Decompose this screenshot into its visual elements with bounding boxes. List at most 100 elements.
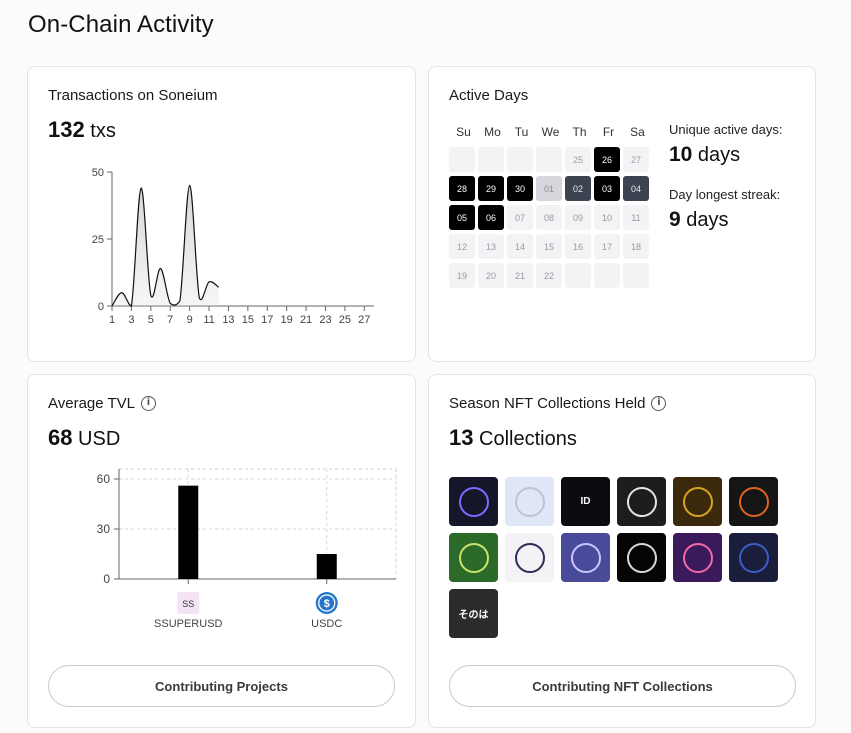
nft-sonova-icon[interactable]: そのは [449,589,498,638]
calendar-day: 27 [623,147,649,172]
contributing-nft-collections-button[interactable]: Contributing NFT Collections [449,665,796,707]
x-tick-label: 19 [281,314,293,326]
x-tick-label: 27 [358,314,370,326]
nft-keydisc-icon[interactable] [617,477,666,526]
page-title: On-Chain Activity [28,11,214,38]
nft-lion-icon[interactable] [673,477,722,526]
calendar-day: 04 [623,176,649,201]
average-tvl-title: Average TVL [48,395,136,412]
calendar-day: 17 [594,234,620,259]
calendar-day: 16 [565,234,591,259]
calendar-day: 29 [478,176,504,201]
weekday-label: Th [572,125,587,139]
tvl-total: 68 USD [48,425,120,451]
token-badge-label: SS [182,599,194,609]
calendar-day: 05 [449,205,475,230]
y-tick-label: 30 [97,522,111,536]
x-tick-label: 15 [242,314,254,326]
active-days-card: Active Days Su Mo Tu We Th Fr Sa 25 26 27 28 29 30 0… [428,66,816,362]
calendar-grid: 25 26 27 28 29 30 01 02 03 04 05 06 07 08 09 10 11 12 13 14… [449,147,652,288]
nft-count: 13 [449,425,474,450]
nft-vinyl-icon[interactable] [729,477,778,526]
calendar-day [565,263,591,288]
card-title: Average TVL i [48,395,157,412]
bar [178,485,199,579]
x-tick-label: 17 [261,314,273,326]
info-icon[interactable]: i [141,396,157,411]
calendar-day: 03 [594,176,620,201]
bar [316,554,337,579]
nft-coin-icon[interactable] [729,533,778,582]
nft-artwork [514,542,545,573]
nft-game-icon[interactable] [449,533,498,582]
calendar-day: 19 [449,263,475,288]
streak-unit: days [686,209,729,231]
x-tick-label: 11 [203,314,214,326]
transactions-unit: txs [90,120,116,142]
weekday-label: Fr [602,125,615,139]
calendar-day: 20 [478,263,504,288]
calendar-day [507,147,533,172]
weekday-label: Sa [630,125,645,139]
tvl-unit: USD [78,428,121,450]
weekday-label: Tu [514,125,529,139]
token-badge-label: $ [324,598,330,610]
calendar-day: 13 [478,234,504,259]
calendar-day: 30 [507,176,533,201]
nft-ticket-icon[interactable] [673,533,722,582]
nft-bracket-icon[interactable] [449,477,498,526]
x-tick-label: 23 [319,314,331,326]
calendar-day: 08 [536,205,562,230]
nft-orb-icon[interactable] [617,533,666,582]
y-tick-label: 0 [98,301,104,313]
x-tick-label: 13 [222,314,234,326]
calendar-day: 10 [594,205,620,230]
nft-artwork [626,542,657,573]
calendar-day: 02 [565,176,591,201]
unique-active-days-label: Unique active days: [669,122,783,137]
calendar-day [594,263,620,288]
calendar-day [623,263,649,288]
unique-days-number: 10 [669,143,693,166]
transactions-total: 132 txs [48,117,116,143]
nft-artwork [738,542,769,573]
x-tick-label: 5 [148,314,154,326]
nft-artwork [514,486,545,517]
x-tick-label: 21 [300,314,312,326]
transactions-area [112,185,219,306]
nft-id-icon[interactable]: ID [561,477,610,526]
ssuperusd-token-icon [177,592,200,614]
calendar-day: 09 [565,205,591,230]
transactions-line [111,184,220,307]
nft-character-icon[interactable] [505,533,554,582]
x-tick-label: 1 [109,314,115,326]
calendar-weekday-header: Su Mo Tu We Th Fr Sa [449,125,652,139]
weekday-label: Mo [484,125,501,139]
tvl-chart: 0 30 60 SSUPERUSD USDC SS $ [97,468,397,630]
calendar-day: 18 [623,234,649,259]
nft-total: 13 Collections [449,425,577,451]
info-icon[interactable]: i [651,396,667,411]
nft-artwork: ID [580,496,591,507]
calendar-day: 01 [536,176,562,201]
nft-artwork [458,542,489,573]
contributing-projects-button[interactable]: Contributing Projects [48,665,395,707]
nft-mecha-icon[interactable] [505,477,554,526]
calendar-day: 11 [623,205,649,230]
calendar-day: 06 [478,205,504,230]
season-nft-title: Season NFT Collections Held [449,395,646,412]
nft-artwork [570,542,601,573]
nft-astronaut-icon[interactable] [561,533,610,582]
calendar-day: 28 [449,176,475,201]
x-tick-label: 3 [128,314,134,326]
x-tick-label: USDC [311,618,342,630]
calendar-day: 15 [536,234,562,259]
transactions-card: Transactions on Soneium 132 txs 0 25 50 1 3 5… [27,66,416,362]
calendar-day: 22 [536,263,562,288]
calendar-day: 12 [449,234,475,259]
calendar-day: 21 [507,263,533,288]
y-tick-label: 25 [92,234,104,246]
calendar-day [449,147,475,172]
calendar-day [536,147,562,172]
weekday-label: Su [456,125,471,139]
